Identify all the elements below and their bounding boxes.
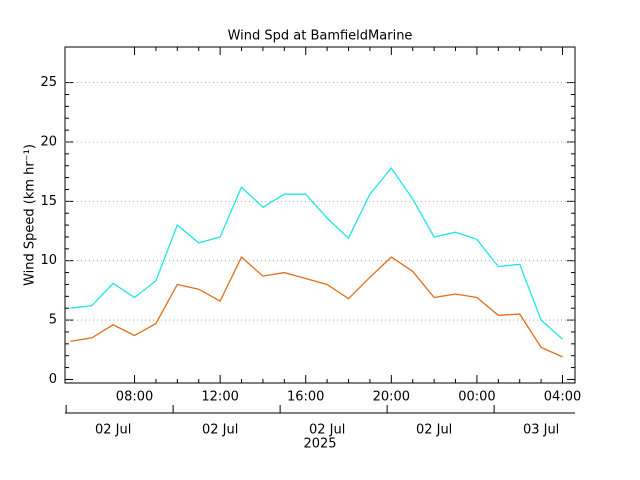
x-tick-label: 12:00 bbox=[201, 390, 238, 405]
x-tick-label: 20:00 bbox=[373, 390, 410, 405]
y-tick-label: 25 bbox=[40, 75, 57, 90]
x-tick-label: 00:00 bbox=[458, 390, 495, 405]
date-tick-label: 02 Jul bbox=[309, 423, 345, 438]
series-line bbox=[70, 167, 563, 340]
y-axis-label: Wind Speed (km hr⁻¹) bbox=[23, 144, 38, 286]
series-line bbox=[70, 256, 563, 358]
date-tick-label: 03 Jul bbox=[523, 423, 559, 438]
y-tick-label: 15 bbox=[40, 194, 57, 209]
y-tick-label: 0 bbox=[49, 372, 57, 387]
y-tick-label: 5 bbox=[49, 313, 57, 328]
chart-title: Wind Spd at BamfieldMarine bbox=[228, 29, 413, 44]
x-tick-label: 16:00 bbox=[287, 390, 324, 405]
plot-frame bbox=[64, 46, 576, 384]
y-tick-label: 20 bbox=[40, 134, 57, 149]
x-tick-label: 08:00 bbox=[116, 390, 153, 405]
x-tick-label: 04:00 bbox=[544, 390, 581, 405]
date-tick-label: 02 Jul bbox=[202, 423, 238, 438]
date-tick-label: 02 Jul bbox=[95, 423, 131, 438]
year-label: 2025 bbox=[303, 437, 336, 452]
date-tick-label: 02 Jul bbox=[416, 423, 452, 438]
y-tick-label: 10 bbox=[40, 253, 57, 268]
